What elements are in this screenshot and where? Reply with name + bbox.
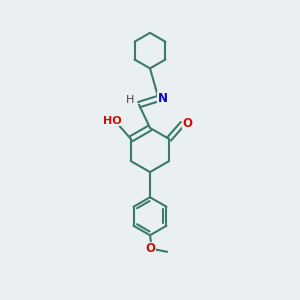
Text: N: N <box>158 92 168 105</box>
Text: O: O <box>146 242 156 255</box>
Text: H: H <box>126 95 135 105</box>
Text: O: O <box>182 117 193 130</box>
Text: HO: HO <box>103 116 122 126</box>
